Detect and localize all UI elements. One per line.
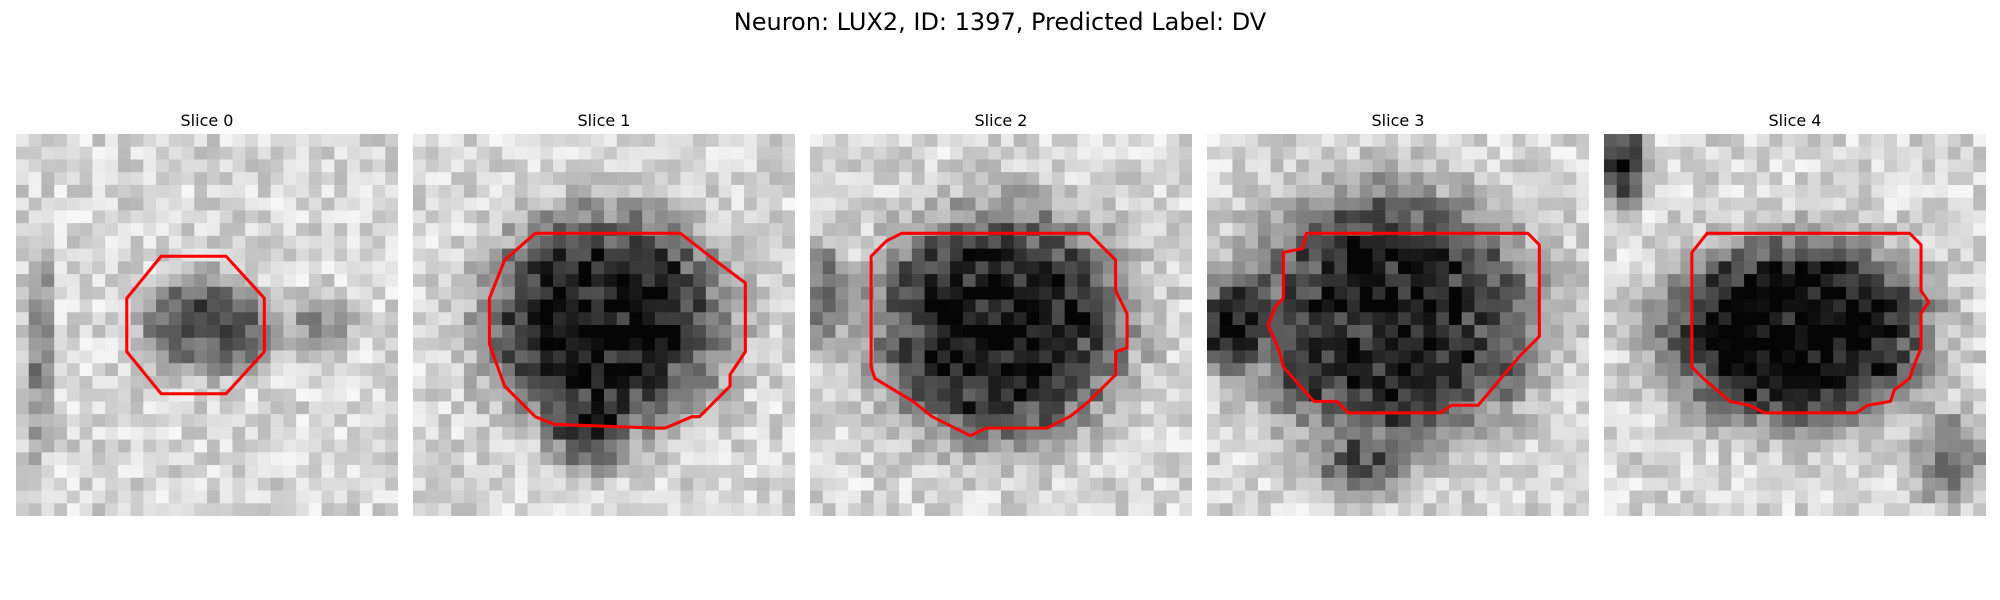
slice-title: Slice 1 xyxy=(577,111,631,130)
slice-image xyxy=(16,134,398,516)
slice-title: Slice 4 xyxy=(1768,111,1822,130)
segmentation-contour xyxy=(869,231,1129,438)
slice-image xyxy=(810,134,1192,516)
slice-image xyxy=(1207,134,1589,516)
segmentation-contour xyxy=(487,231,747,430)
figure-title: Neuron: LUX2, ID: 1397, Predicted Label:… xyxy=(733,8,1267,36)
slice-image xyxy=(413,134,795,516)
slice-image xyxy=(1604,134,1986,516)
slice-panel-4: Slice 4 xyxy=(1604,108,1986,516)
slice-panel-1: Slice 1 xyxy=(413,108,795,516)
slice-panel-2: Slice 2 xyxy=(810,108,1192,516)
slice-title: Slice 3 xyxy=(1371,111,1425,130)
segmentation-contour xyxy=(1690,231,1931,415)
slice-title: Slice 0 xyxy=(180,111,234,130)
segmentation-contour xyxy=(125,254,266,396)
slice-panel-0: Slice 0 xyxy=(16,108,398,516)
slice-title: Slice 2 xyxy=(974,111,1028,130)
segmentation-contour xyxy=(1266,231,1541,415)
slice-panel-3: Slice 3 xyxy=(1207,108,1589,516)
